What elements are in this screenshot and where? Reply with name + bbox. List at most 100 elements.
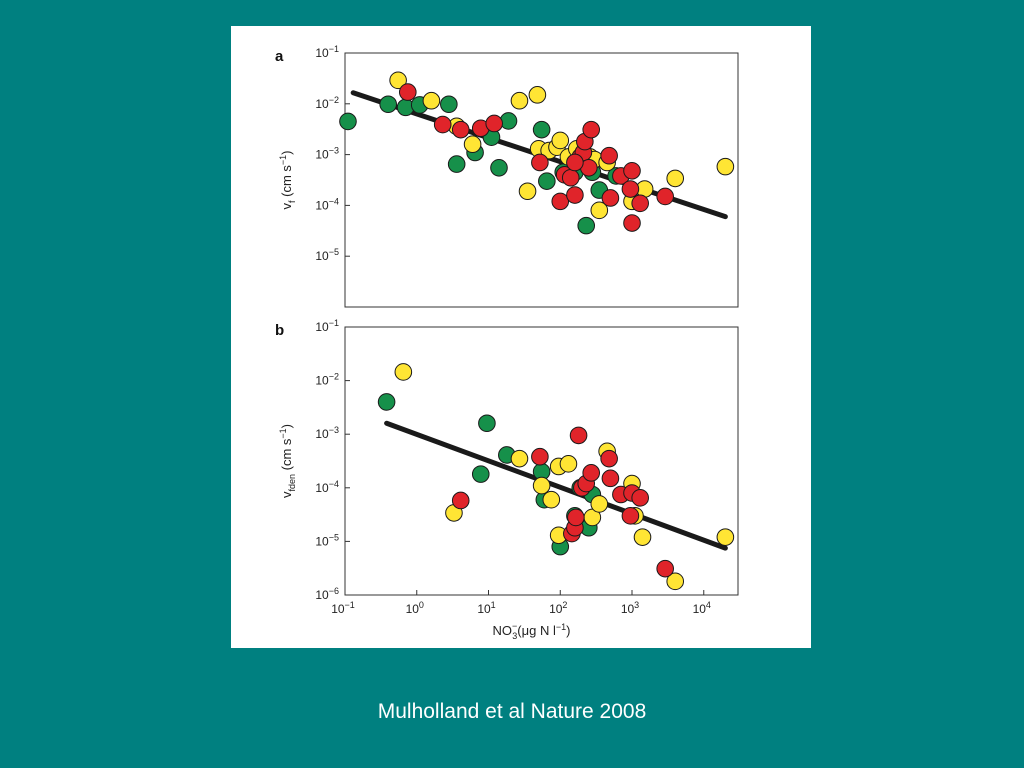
panel-a-point-red [398, 83, 417, 101]
panel-b-ylabel: vfden (cm s−1) [278, 424, 297, 498]
panel-b-point-yellow [590, 495, 609, 513]
tick-base: 10 [315, 148, 329, 162]
panel-a-point-red [656, 187, 674, 206]
tick-exp: 1 [491, 600, 496, 610]
tick-exp: −1 [329, 44, 339, 54]
xlabel-close: ) [566, 623, 570, 638]
tick-exp: 2 [562, 600, 567, 610]
panel-b-point-yellow [716, 528, 735, 546]
caption: Mulholland et al Nature 2008 [377, 700, 647, 723]
panel-b-point-yellow [559, 455, 578, 473]
tick-base: 10 [693, 602, 707, 616]
panel-a-point-green [577, 216, 596, 235]
panel-a-ytick-label: 10−5 [315, 247, 339, 263]
tick-exp: −1 [345, 600, 355, 610]
panel-b-ytick-label: 10−5 [315, 532, 339, 548]
panel-a-point-red [566, 153, 584, 172]
panel-a-point-red [561, 168, 580, 187]
panel-b-point-yellow [510, 449, 529, 468]
panel-a-point-red [621, 180, 640, 198]
tick-exp: 4 [706, 600, 711, 610]
panel-a-ytick-label: 10−3 [315, 146, 339, 162]
panel-a-point-red [601, 189, 620, 207]
xlabel-sup: − [512, 621, 517, 631]
tick-base: 10 [315, 46, 329, 60]
tick-exp: 0 [419, 600, 424, 610]
panel-a-letter: a [275, 48, 284, 65]
figure-panel: a 10−1 10−2 10−3 10−4 10−5 vf (cm s−1) b 10−1 10−… [231, 26, 811, 648]
panel-a-point-red [485, 114, 503, 133]
ylabel-rest: (cm s [279, 165, 294, 201]
panel-b-xtick-label: 10−1 [331, 600, 355, 616]
ylabel-exp: −1 [278, 428, 288, 438]
figure-svg: a 10−110−210−310−410−5vf (cm s−1)b 10−110−… [275, 44, 739, 641]
panel-a-point-green [379, 95, 397, 114]
panel-b-point-red [582, 464, 601, 482]
ylabel-sub: f [287, 200, 297, 203]
panel-b-point-red [656, 559, 674, 578]
panel-b-point-yellow [633, 528, 652, 546]
tick-base: 10 [315, 198, 329, 212]
ylabel-exp: −1 [278, 155, 288, 165]
tick-exp: −3 [329, 146, 339, 156]
tick-base: 10 [549, 602, 563, 616]
tick-exp: −4 [329, 479, 339, 489]
ylabel-main: v [279, 203, 294, 210]
panel-b-frame [344, 326, 739, 596]
panel-b-ytick-label: 10−6 [315, 586, 339, 602]
tick-exp: −6 [329, 586, 339, 596]
panel-a-point-green [490, 158, 508, 177]
panel-b-point-green [377, 393, 396, 411]
panel-a-point-red [433, 115, 452, 134]
panel-a-frame [344, 52, 739, 308]
panel-a-point-red [566, 186, 584, 204]
xlabel-exp: −1 [556, 622, 566, 632]
tick-base: 10 [315, 588, 329, 602]
panel-b-point-green [478, 414, 496, 433]
tick-exp: −1 [329, 318, 339, 328]
tick-base: 10 [315, 374, 329, 388]
tick-exp: −5 [329, 532, 339, 542]
panel-a-point-green [538, 172, 556, 190]
panel-b-xtick-label: 101 [477, 600, 495, 616]
xlabel-sub: 3 [512, 631, 517, 641]
panel-b-xtick-label: 100 [406, 600, 424, 616]
panel-b-ytick-label: 10−3 [315, 425, 339, 441]
panel-a-point-red [551, 192, 570, 211]
panel-b-letter: b [275, 322, 284, 339]
tick-exp: −4 [329, 196, 339, 206]
panel-a-point-yellow [716, 157, 735, 176]
panel-a-point-green [447, 155, 466, 173]
panel-b-xtick-label: 103 [621, 600, 639, 616]
panel-b-point-yellow [394, 363, 413, 381]
panel-a-point-red [631, 194, 649, 213]
tick-base: 10 [315, 249, 329, 263]
panel-a-point-green [532, 120, 551, 139]
panel-a-point-yellow [389, 71, 407, 90]
tick-base: 10 [315, 320, 329, 334]
panel-b-xtick-label: 102 [549, 600, 567, 616]
panel-a-point-yellow [510, 91, 529, 110]
panel-a-point-green [499, 112, 518, 130]
panel-a-point-yellow [518, 182, 537, 201]
panel-a-point-red [582, 120, 601, 139]
ylabel-close: ) [279, 424, 294, 428]
panel-b-point-red [621, 507, 640, 525]
panel-b-point-red [569, 426, 588, 445]
ylabel-rest: (cm s [279, 438, 294, 474]
panel-a-point-yellow [590, 201, 609, 220]
panel-b-point-red [567, 508, 585, 527]
tick-base: 10 [331, 602, 345, 616]
panel-a-point-red [531, 153, 549, 172]
tick-base: 10 [621, 602, 635, 616]
ylabel-main: v [279, 491, 294, 498]
tick-exp: −2 [329, 372, 339, 382]
panel-b-fit-line [384, 420, 728, 551]
panel-b-point-yellow [666, 572, 685, 591]
panel-a-point-yellow [463, 135, 482, 154]
panel-a-point-green [440, 95, 458, 114]
panel-a-point-green [339, 112, 357, 131]
tick-base: 10 [315, 427, 329, 441]
panel-a-ytick-label: 10−4 [315, 196, 339, 212]
panel-a-ytick-label: 10−2 [315, 95, 339, 111]
